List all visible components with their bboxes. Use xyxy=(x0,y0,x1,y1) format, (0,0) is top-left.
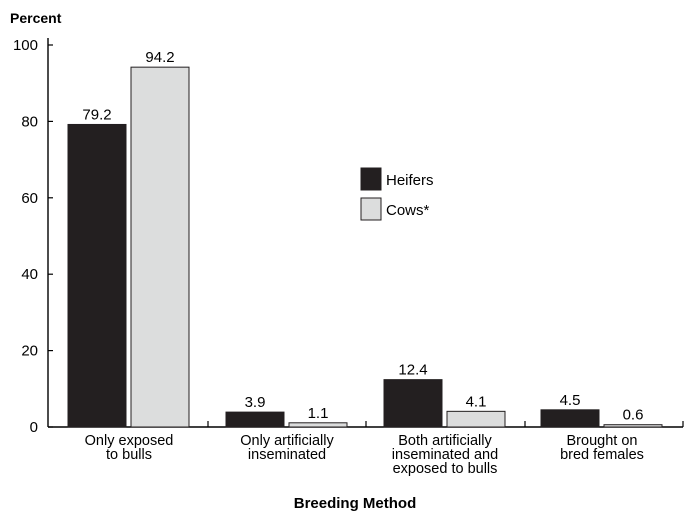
category-label: Both artificially inseminated and exposed … xyxy=(392,433,498,477)
data-label: 0.6 xyxy=(623,407,644,424)
data-label: 12.4 xyxy=(398,362,427,379)
bar-heifers-4 xyxy=(540,409,600,428)
bar-cows-3 xyxy=(446,410,506,428)
category-label: Only artificially inseminated xyxy=(240,433,334,463)
data-label: 79.2 xyxy=(82,106,111,123)
legend-swatch xyxy=(360,167,382,191)
y-tick-label: 20 xyxy=(21,343,38,360)
category-label: Only exposed to bulls xyxy=(85,433,174,463)
bar-cows-2 xyxy=(288,422,348,428)
legend-label: Heifers xyxy=(386,172,434,189)
legend: Heifers Cows* xyxy=(360,167,434,221)
y-tick-label: 100 xyxy=(13,37,38,54)
data-label: 94.2 xyxy=(145,49,174,66)
legend-label: Cows* xyxy=(386,202,430,219)
y-tick-label: 60 xyxy=(21,190,38,207)
value-labels: 79.2 3.9 12.4 4.5 94.2 1.1 4.1 0.6 xyxy=(82,49,643,424)
data-label: 3.9 xyxy=(245,394,266,411)
legend-swatch xyxy=(360,197,382,221)
y-tick-label: 80 xyxy=(21,113,38,130)
bar-heifers-2 xyxy=(225,411,285,428)
data-label: 4.5 xyxy=(560,392,581,409)
y-tick-label: 40 xyxy=(21,266,38,283)
data-label: 4.1 xyxy=(466,393,487,410)
data-label: 1.1 xyxy=(308,405,329,422)
y-axis-label: Percent xyxy=(10,10,62,26)
bar-cows-4 xyxy=(603,424,663,428)
bar-heifers-3 xyxy=(383,379,443,428)
y-tick-label: 0 xyxy=(30,419,38,436)
category-label: Brought on bred females xyxy=(560,433,644,463)
y-axis: 0 20 40 60 80 100 xyxy=(13,37,53,436)
x-axis-label: Breeding Method xyxy=(294,495,417,512)
bar-cows-1 xyxy=(130,66,190,428)
bars xyxy=(67,66,663,428)
bar-heifers-1 xyxy=(67,123,127,428)
category-labels: Only exposed to bulls Only artificially ins… xyxy=(85,433,644,477)
